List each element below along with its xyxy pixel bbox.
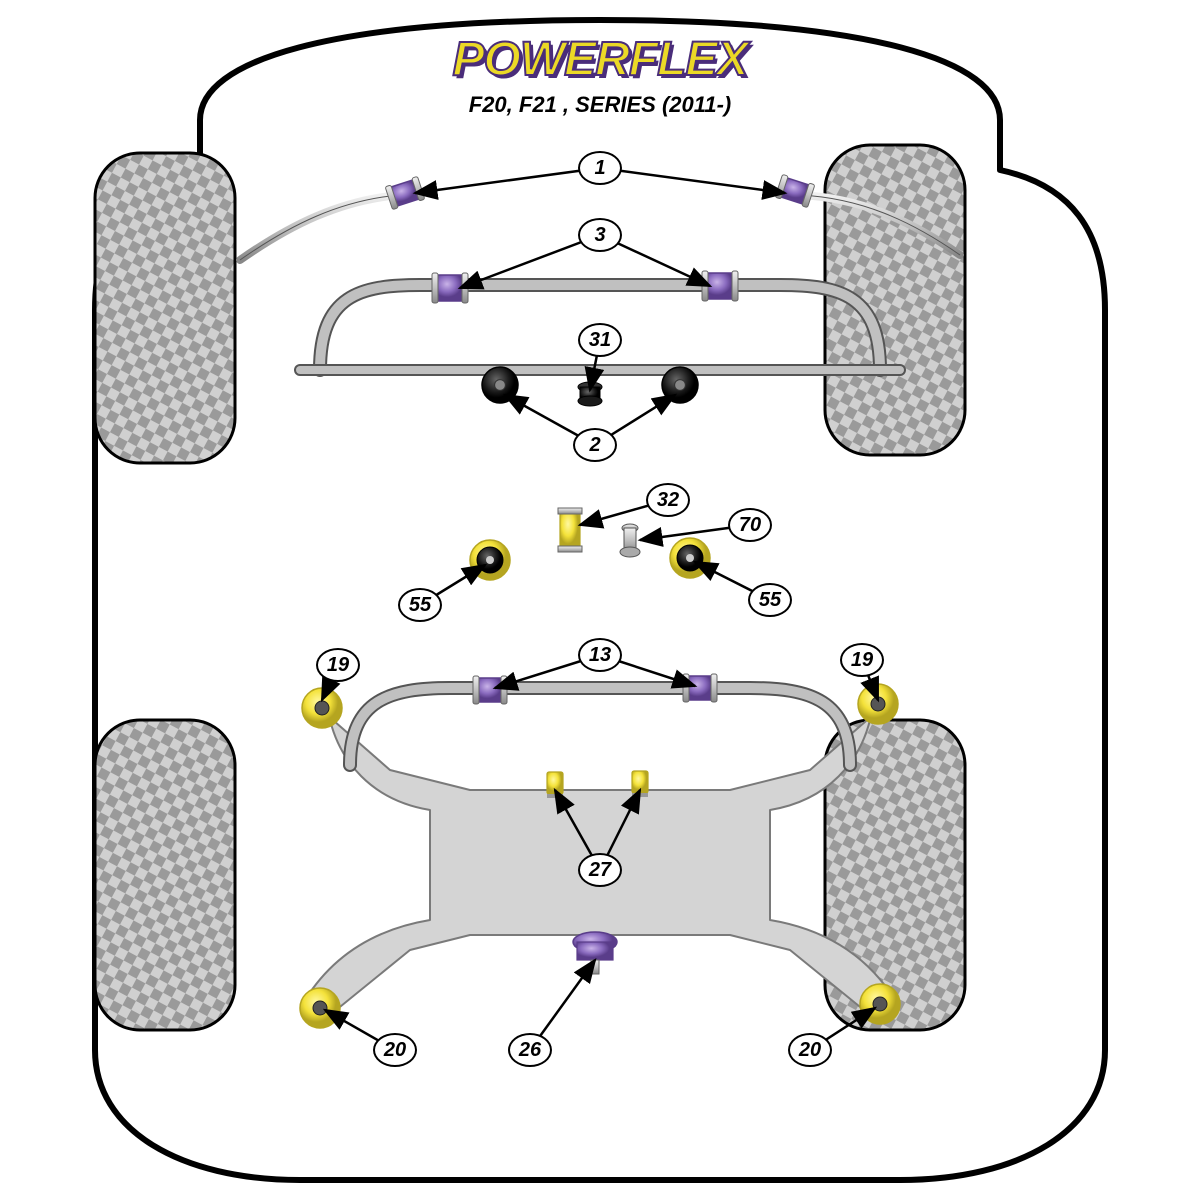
- callout-label-19: 19: [840, 643, 884, 677]
- brand-logo: POWERFLEX: [452, 32, 747, 87]
- callout-label-32: 32: [646, 483, 690, 517]
- callout-label-70: 70: [728, 508, 772, 542]
- callout-label-20: 20: [788, 1033, 832, 1067]
- callout-label-27: 27: [578, 853, 622, 887]
- callout-label-20: 20: [373, 1033, 417, 1067]
- callout-label-1: 1: [578, 151, 622, 185]
- callout-label-3: 3: [578, 218, 622, 252]
- callout-label-55: 55: [398, 588, 442, 622]
- callout-label-19: 19: [316, 648, 360, 682]
- callout-label-13: 13: [578, 638, 622, 672]
- callout-label-31: 31: [578, 323, 622, 357]
- callout-label-2: 2: [573, 428, 617, 462]
- callout-label-26: 26: [508, 1033, 552, 1067]
- vehicle-subtitle: F20, F21 , SERIES (2011-): [469, 92, 731, 118]
- callout-label-55: 55: [748, 583, 792, 617]
